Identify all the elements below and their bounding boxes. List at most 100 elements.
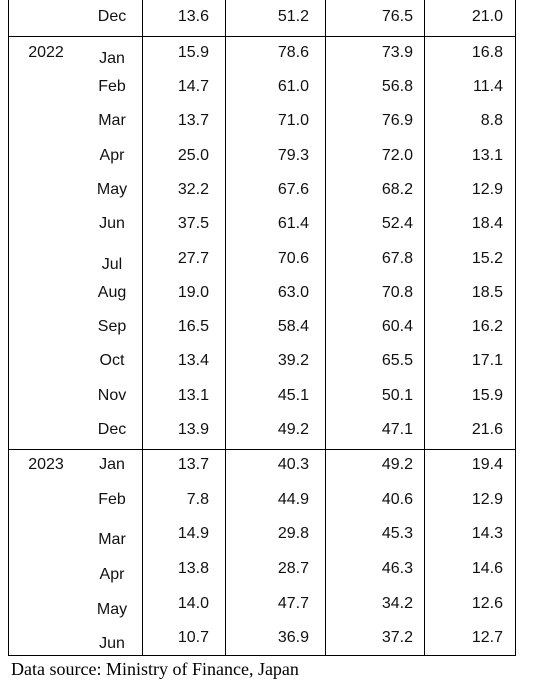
month-cell: Jan	[99, 456, 125, 473]
value-cell: 61.4	[277, 215, 309, 232]
month-cell: May	[96, 601, 128, 618]
value-cell: 14.9	[177, 525, 209, 542]
value-cell: 27.7	[177, 250, 209, 267]
value-cell: 16.5	[177, 318, 209, 335]
data-table: Dec 13.6 51.2 76.5 21.0 2022 Jan 15.9 78.6 73.9 16…	[8, 0, 516, 656]
value-cell: 67.6	[277, 181, 309, 198]
month-cell: Feb	[98, 491, 126, 508]
value-cell: 37.5	[177, 215, 209, 232]
value-cell: 49.2	[277, 421, 309, 438]
month-cell: Dec	[97, 8, 127, 25]
value-cell: 13.6	[177, 8, 209, 25]
value-cell: 19.4	[471, 456, 503, 473]
year-cell	[15, 384, 77, 408]
year-cell	[15, 281, 77, 305]
value-cell: 58.4	[277, 318, 309, 335]
value-cell: 13.4	[177, 352, 209, 369]
value-cell: 65.5	[381, 352, 413, 369]
data-source-note: Data source: Ministry of Finance, Japan	[11, 659, 299, 679]
value-cell: 12.6	[471, 595, 503, 612]
value-cell: 14.3	[471, 525, 503, 542]
year-cell	[15, 626, 77, 650]
month-cell: Nov	[97, 387, 127, 404]
month-cell: Feb	[98, 78, 126, 95]
year-cell	[15, 247, 77, 271]
year-cell	[15, 349, 77, 373]
value-cell: 16.8	[471, 44, 503, 61]
value-cell: 60.4	[381, 318, 413, 335]
value-cell: 40.6	[381, 491, 413, 508]
year-cell: 2023	[28, 456, 64, 473]
value-cell: 13.7	[177, 112, 209, 129]
column-divider	[142, 0, 143, 655]
year-cell	[15, 522, 77, 546]
year-cell	[15, 212, 77, 236]
value-cell: 12.9	[471, 491, 503, 508]
value-cell: 46.3	[381, 560, 413, 577]
value-cell: 52.4	[381, 215, 413, 232]
month-cell: Jan	[99, 50, 125, 67]
column-divider	[225, 0, 226, 655]
value-cell: 56.8	[381, 78, 413, 95]
value-cell: 8.8	[480, 112, 503, 129]
value-cell: 49.2	[381, 456, 413, 473]
value-cell: 21.0	[471, 8, 503, 25]
value-cell: 11.4	[473, 78, 503, 95]
value-cell: 40.3	[277, 456, 309, 473]
month-cell: Apr	[99, 566, 125, 583]
value-cell: 44.9	[277, 491, 309, 508]
value-cell: 19.0	[177, 284, 209, 301]
value-cell: 21.6	[471, 421, 503, 438]
year-cell	[15, 75, 77, 99]
year-cell	[15, 109, 77, 133]
value-cell: 50.1	[381, 387, 413, 404]
value-cell: 36.9	[277, 629, 309, 646]
value-cell: 67.8	[381, 250, 413, 267]
value-cell: 45.3	[381, 525, 413, 542]
value-cell: 14.0	[177, 595, 209, 612]
year-cell	[15, 557, 77, 581]
value-cell: 61.0	[277, 78, 309, 95]
value-cell: 16.2	[471, 318, 503, 335]
year-cell	[15, 144, 77, 168]
year-cell	[15, 5, 77, 29]
month-cell: Aug	[97, 284, 127, 301]
value-cell: 18.4	[471, 215, 503, 232]
value-cell: 70.8	[381, 284, 413, 301]
value-cell: 78.6	[277, 44, 309, 61]
value-cell: 70.6	[277, 250, 309, 267]
year-group-divider	[9, 449, 515, 450]
year-group-divider	[9, 36, 515, 37]
month-cell: Sep	[97, 318, 127, 335]
value-cell: 47.1	[381, 421, 413, 438]
value-cell: 72.0	[381, 147, 413, 164]
value-cell: 73.9	[381, 44, 413, 61]
year-cell	[15, 418, 77, 442]
month-cell: Jun	[99, 215, 125, 232]
year-cell	[15, 592, 77, 616]
month-cell: Jun	[99, 635, 125, 652]
value-cell: 47.7	[277, 595, 309, 612]
value-cell: 76.5	[381, 8, 413, 25]
value-cell: 39.2	[277, 352, 309, 369]
value-cell: 63.0	[277, 284, 309, 301]
month-cell: Mar	[98, 112, 126, 129]
value-cell: 12.9	[471, 181, 503, 198]
value-cell: 13.9	[177, 421, 209, 438]
value-cell: 34.2	[381, 595, 413, 612]
value-cell: 14.7	[177, 78, 209, 95]
value-cell: 12.7	[471, 629, 503, 646]
value-cell: 29.8	[277, 525, 309, 542]
column-divider	[325, 0, 326, 655]
value-cell: 15.9	[177, 44, 209, 61]
value-cell: 17.1	[471, 352, 503, 369]
value-cell: 15.9	[471, 387, 503, 404]
year-cell: 2022	[28, 44, 64, 61]
value-cell: 79.3	[277, 147, 309, 164]
value-cell: 25.0	[177, 147, 209, 164]
value-cell: 76.9	[381, 112, 413, 129]
value-cell: 13.1	[471, 147, 503, 164]
year-cell	[15, 488, 77, 512]
column-divider	[424, 0, 425, 655]
value-cell: 45.1	[277, 387, 309, 404]
